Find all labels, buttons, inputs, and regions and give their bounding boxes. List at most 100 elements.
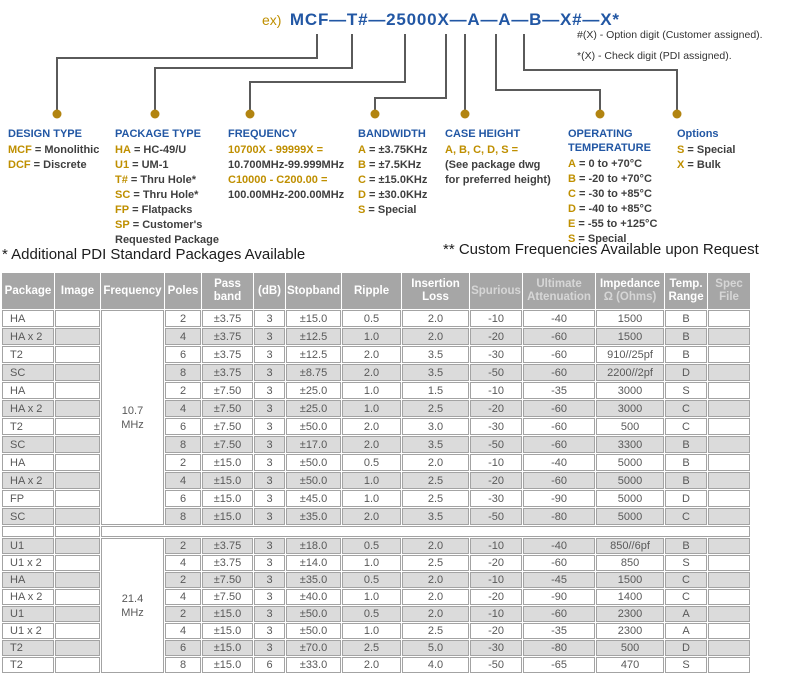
part-number-example: ex) MCF—T#—25000X—A—A—B—X#—X* — [262, 10, 620, 30]
legend-text: = -20 to +70°C — [579, 173, 652, 185]
table-cell: -50 — [470, 364, 523, 381]
legend-dot — [150, 109, 160, 119]
table-cell: ±70.0 — [286, 640, 342, 656]
table-cell — [708, 606, 751, 622]
table-cell: SC — [2, 364, 54, 381]
table-cell: 2300 — [596, 606, 665, 622]
table-cell: HA — [2, 572, 54, 588]
table-cell: -40 — [523, 538, 596, 554]
table-cell: -20 — [470, 328, 523, 345]
legend-title: Options — [677, 128, 719, 140]
column-header-frequency: Frequency — [101, 273, 164, 309]
table-cell: ±50.0 — [286, 606, 342, 622]
table-cell: 2.0 — [402, 572, 470, 588]
table-cell: B — [665, 346, 708, 363]
legend-text: = ±7.5KHz — [369, 159, 422, 171]
table-cell: T2 — [2, 657, 54, 673]
table-cell: 8 — [165, 364, 201, 381]
legend-code: A — [358, 144, 366, 156]
spec-table: Package Image Frequency Poles Pass band (dB) St… — [1, 272, 752, 674]
legend-code: S — [677, 144, 685, 156]
legend-line: HA = HC-49/U — [115, 143, 227, 158]
table-cell: 470 — [596, 657, 665, 673]
table-cell: 3 — [254, 382, 285, 399]
legend-text: = -55 to +125°C — [578, 218, 658, 230]
legend-text: = -30 to +85°C — [579, 188, 652, 200]
legend-code: U1 — [115, 159, 130, 171]
table-cell: -30 — [470, 490, 523, 507]
table-cell: 850//6pf — [596, 538, 665, 554]
legend-line: D = ±30.0KHz — [358, 188, 444, 203]
table-row: U1 x 2 4 ±3.75 3 ±14.0 1.0 2.5 -20 -60 850 S — [2, 555, 751, 571]
table-cell: ±8.75 — [286, 364, 342, 381]
table-cell: ±3.75 — [202, 555, 253, 571]
legend-text: = ±3.75KHz — [369, 144, 428, 156]
table-cell: 4 — [165, 328, 201, 345]
legend-title: DESIGN TYPE — [8, 128, 82, 140]
table-row: HA 2 ±7.50 3 ±35.0 0.5 2.0 -10 -45 1500 C — [2, 572, 751, 588]
table-cell: 4 — [165, 555, 201, 571]
column-header--db-: (dB) — [254, 273, 285, 309]
table-cell: U1 — [2, 606, 54, 622]
column-header-image: Image — [55, 273, 100, 309]
table-cell: 2300 — [596, 623, 665, 639]
legend-line: D = -40 to +85°C — [568, 202, 660, 217]
table-cell: B — [665, 310, 708, 327]
legend-bandwidth: BANDWIDTH A = ±3.75KHz B = ±7.5KHz C = ±15.… — [358, 127, 444, 218]
legend-title: CASE HEIGHT — [445, 128, 521, 140]
legend-line: S = Special — [358, 203, 444, 218]
legend-code: DCF — [8, 159, 31, 171]
table-cell: 2.0 — [342, 436, 402, 453]
table-cell: D — [665, 490, 708, 507]
table-cell: ±7.50 — [202, 572, 253, 588]
table-cell: B — [665, 436, 708, 453]
table-cell — [55, 400, 100, 417]
column-header-poles: Poles — [165, 273, 201, 309]
table-cell: 3 — [254, 310, 285, 327]
table-cell — [55, 640, 100, 656]
table-cell: 3.5 — [402, 346, 470, 363]
table-cell: D — [665, 640, 708, 656]
legend-line: T# = Thru Hole* — [115, 173, 227, 188]
table-cell: 2200//2pf — [596, 364, 665, 381]
column-header-insertion-loss: Insertion Loss — [402, 273, 470, 309]
connector-line — [523, 34, 678, 110]
legend-line: B = ±7.5KHz — [358, 158, 444, 173]
legend-options: Options S = Special X = Bulk — [677, 127, 757, 173]
column-header-stopband: Stopband — [286, 273, 342, 309]
table-row: HA x 2 4 ±15.0 3 ±50.0 1.0 2.5 -20 -60 5000 B — [2, 472, 751, 489]
legend-text: = Discrete — [33, 159, 87, 171]
table-cell: 2.0 — [342, 418, 402, 435]
column-header-impedance-ohms-: Impedance Ω (Ohms) — [596, 273, 665, 309]
table-cell: HA x 2 — [2, 472, 54, 489]
table-cell: 1.0 — [342, 589, 402, 605]
table-cell: ±12.5 — [286, 346, 342, 363]
table-cell: S — [665, 657, 708, 673]
table-cell: D — [665, 364, 708, 381]
table-cell — [708, 436, 751, 453]
table-cell: 2.5 — [402, 555, 470, 571]
table-cell — [708, 623, 751, 639]
table-cell: HA — [2, 454, 54, 471]
table-cell: 3.5 — [402, 436, 470, 453]
table-cell — [55, 472, 100, 489]
table-cell: -10 — [470, 606, 523, 622]
table-row: SC 8 ±7.50 3 ±17.0 2.0 3.5 -50 -60 3300 B — [2, 436, 751, 453]
table-cell: -20 — [470, 589, 523, 605]
table-cell — [55, 538, 100, 554]
table-cell: C — [665, 589, 708, 605]
table-cell: 910//25pf — [596, 346, 665, 363]
table-cell: ±35.0 — [286, 508, 342, 525]
connector-lines — [52, 34, 682, 119]
table-cell: -80 — [523, 508, 596, 525]
table-cell: ±15.0 — [202, 640, 253, 656]
table-cell — [2, 526, 54, 537]
legend-line: SC = Thru Hole* — [115, 188, 227, 203]
table-cell — [55, 657, 100, 673]
table-cell: -10 — [470, 454, 523, 471]
legend-code: S — [568, 233, 576, 245]
table-cell: -10 — [470, 572, 523, 588]
table-cell: 8 — [165, 436, 201, 453]
table-row: T2 6 ±15.0 3 ±70.0 2.5 5.0 -30 -80 500 D — [2, 640, 751, 656]
table-row: T2 6 ±7.50 3 ±50.0 2.0 3.0 -30 -60 500 C — [2, 418, 751, 435]
